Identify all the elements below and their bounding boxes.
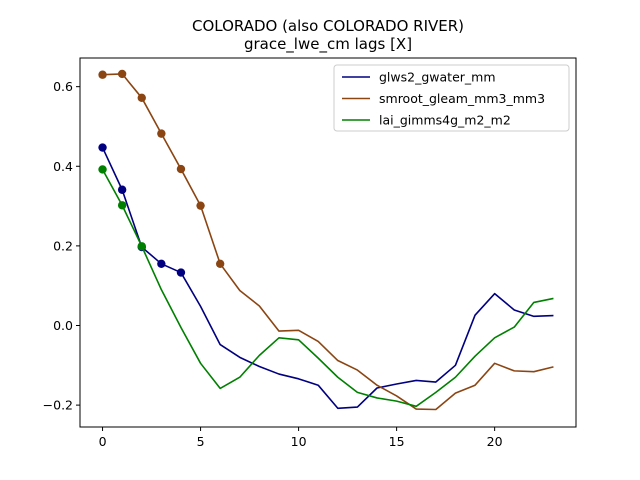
data-point-marker xyxy=(176,268,186,277)
chart-subtitle: grace_lwe_cm lags [X] xyxy=(244,35,412,54)
legend-label: lai_gimms4g_m2_m2 xyxy=(379,113,511,128)
data-point-marker xyxy=(117,69,127,79)
data-point-marker xyxy=(196,201,205,210)
y-tick-label: 0.2 xyxy=(53,238,73,253)
y-tick-label: 0.0 xyxy=(53,318,73,333)
data-point-marker xyxy=(117,201,127,210)
y-tick-label: 0.4 xyxy=(53,159,73,174)
x-tick-label: 20 xyxy=(487,434,503,449)
legend: glws2_gwater_mm smroot_gleam_mm3_mm3 lai_g… xyxy=(333,64,570,132)
data-point-marker xyxy=(215,259,225,268)
series-line-2 xyxy=(102,73,554,411)
data-point-marker xyxy=(157,259,166,268)
data-point-marker xyxy=(157,129,166,138)
x-tick-label: 5 xyxy=(197,434,205,449)
y-tick-label: −0.2 xyxy=(43,398,73,413)
x-tick-label: 10 xyxy=(291,434,307,449)
y-tick-label: 0.6 xyxy=(53,79,73,94)
legend-label: smroot_gleam_mm3_mm3 xyxy=(379,91,545,106)
x-tick-label: 15 xyxy=(389,434,405,449)
legend-label: glws2_gwater_mm xyxy=(379,70,496,85)
legend-box xyxy=(333,64,570,132)
data-point-marker xyxy=(137,242,146,251)
axis-ticks: 0 5 10 15 20 −0.2 0.0 0.2 0.4 0.6 xyxy=(43,79,503,449)
data-point-marker xyxy=(98,70,107,79)
plot-area xyxy=(98,69,554,411)
series-line-1 xyxy=(101,147,554,410)
x-tick-label: 0 xyxy=(99,434,107,449)
data-point-marker xyxy=(98,143,107,152)
series-line-3 xyxy=(101,169,554,408)
chart-title: COLORADO (also COLORADO RIVER) xyxy=(192,17,464,35)
data-point-marker xyxy=(98,165,107,174)
data-point-marker xyxy=(137,93,146,103)
axes-frame xyxy=(79,57,577,428)
data-point-marker xyxy=(176,164,186,174)
data-point-marker xyxy=(117,185,127,194)
